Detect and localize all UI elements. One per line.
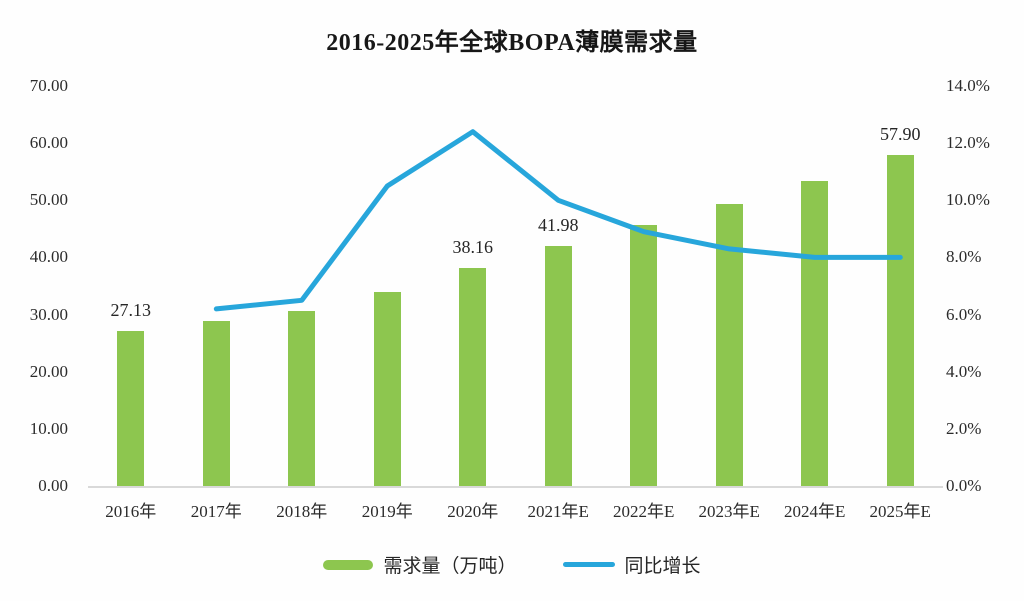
x-tick-2023年E: 2023年E — [698, 502, 760, 521]
x-tick-2024年E: 2024年E — [784, 502, 846, 521]
line-series-swatch-icon — [562, 562, 615, 567]
x-tick-2022年E: 2022年E — [613, 502, 675, 521]
legend-item-growth: 同比增长 — [562, 551, 701, 578]
y-right-tick-4.0%: 4.0% — [946, 361, 982, 381]
bar-2016年 — [117, 330, 145, 486]
bar-2019年 — [373, 292, 401, 486]
bar-value-label-2021年E: 41.98 — [538, 215, 579, 236]
bar-value-label-2016年: 27.13 — [110, 299, 152, 320]
legend-label-growth: 同比增长 — [624, 556, 701, 577]
y-right-tick-2.0%: 2.0% — [946, 418, 982, 438]
bar-2018年 — [288, 310, 316, 486]
x-tick-2016年: 2016年 — [105, 502, 157, 521]
bar-2021年E — [544, 246, 572, 486]
x-tick-2020年: 2020年 — [447, 502, 499, 521]
bar-2022年E — [630, 225, 658, 486]
x-tick-2025年E: 2025年E — [869, 502, 931, 521]
y-right-tick-0.0%: 0.0% — [946, 476, 982, 495]
bar-2020年 — [459, 267, 487, 486]
legend: 需求量（万吨） 同比增长 — [0, 551, 1024, 578]
y-right-tick-10.0%: 10.0% — [946, 190, 990, 210]
bar-series-swatch-icon — [323, 559, 374, 570]
x-tick-2017年: 2017年 — [190, 502, 242, 521]
y-left-tick-70.00: 70.00 — [29, 76, 68, 95]
plot-area — [88, 86, 943, 488]
x-tick-2019年: 2019年 — [361, 502, 413, 521]
y-left-tick-10.00: 10.00 — [29, 418, 68, 438]
y-right-tick-8.0%: 8.0% — [946, 247, 982, 267]
y-right-tick-14.0%: 14.0% — [946, 76, 990, 95]
growth-line — [213, 129, 903, 312]
bar-2017年 — [202, 321, 230, 486]
bar-value-label-2020年: 38.16 — [452, 236, 494, 257]
bar-value-label-2025年E: 57.90 — [880, 124, 921, 145]
growth-line-layer — [213, 129, 903, 312]
bar-2025年E — [886, 155, 914, 486]
y-left-tick-50.00: 50.00 — [29, 190, 68, 210]
bar-2024年E — [801, 180, 829, 486]
legend-item-demand: 需求量（万吨） — [323, 551, 517, 578]
y-right-tick-6.0%: 6.0% — [946, 304, 982, 324]
y-left-tick-60.00: 60.00 — [29, 133, 68, 153]
legend-label-demand: 需求量（万吨） — [383, 556, 517, 577]
x-tick-2021年E: 2021年E — [527, 502, 589, 521]
y-right-tick-12.0%: 12.0% — [946, 133, 990, 153]
y-left-tick-20.00: 20.00 — [29, 361, 68, 381]
y-left-tick-40.00: 40.00 — [29, 247, 68, 267]
y-left-tick-30.00: 30.00 — [29, 304, 68, 324]
y-left-tick-0.00: 0.00 — [38, 476, 68, 495]
x-tick-2018年: 2018年 — [276, 502, 328, 521]
chart-title: 2016-2025年全球BOPA薄膜需求量 — [326, 30, 698, 56]
